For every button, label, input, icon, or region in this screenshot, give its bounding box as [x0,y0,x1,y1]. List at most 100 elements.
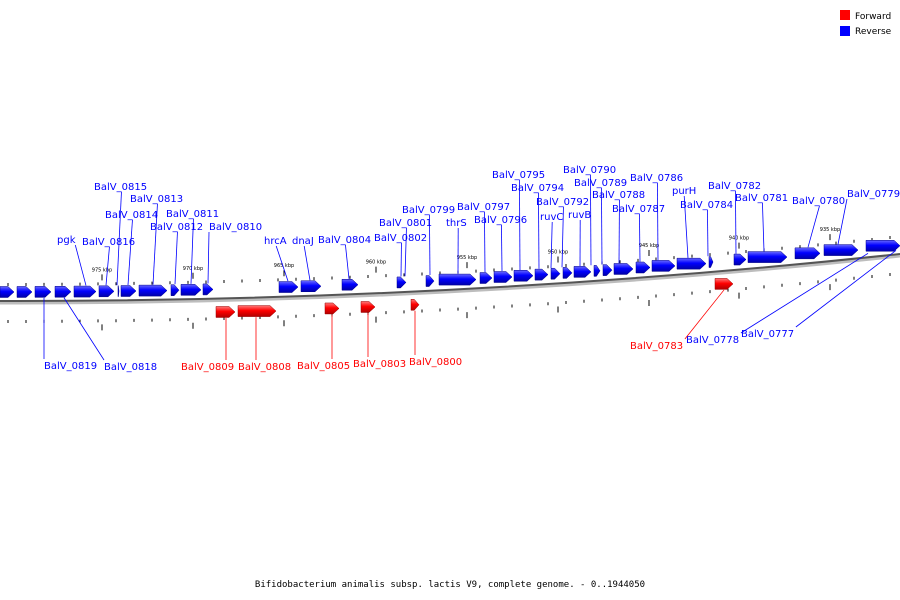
gene-label-ruvb[interactable]: ruvB [568,210,591,221]
reverse-gene-arrow[interactable] [170,284,180,296]
gene-label-balv_0818[interactable]: BalV_0818 [104,362,157,373]
reverse-gene-arrow[interactable] [651,260,676,272]
gene-label-balv_0809[interactable]: BalV_0809 [181,362,234,373]
gene-label-balv_0796[interactable]: BalV_0796 [474,215,527,226]
label-leader-line [837,198,848,245]
reverse-gene-arrow[interactable] [733,253,747,266]
gene-label-balv_0812[interactable]: BalV_0812 [150,222,203,233]
gene-label-balv_0805[interactable]: BalV_0805 [297,361,350,372]
reverse-gene-arrow[interactable] [493,271,513,283]
reverse-gene-arrow[interactable] [602,264,613,276]
label-leader-line [127,219,133,286]
gene-label-balv_0804[interactable]: BalV_0804 [318,235,371,246]
gene-label-balv_0783[interactable]: BalV_0783 [630,341,683,352]
label-leader-line [345,244,350,279]
gene-label-balv_0800[interactable]: BalV_0800 [409,357,462,368]
gene-label-balv_0808[interactable]: BalV_0808 [238,362,291,373]
label-leader-line [303,245,311,281]
reverse-gene-arrow[interactable] [278,281,299,293]
reverse-gene-arrow[interactable] [562,267,573,279]
reverse-gene-arrow[interactable] [0,286,15,298]
gene-label-balv_0811[interactable]: BalV_0811 [166,209,219,220]
gene-label-balv_0803[interactable]: BalV_0803 [353,359,406,370]
reverse-gene-arrow[interactable] [593,265,601,277]
label-leader-line [683,195,689,258]
genome-caption: Bifidobacterium animalis subsp. lactis V… [255,580,645,590]
gene-label-ruvc[interactable]: ruvC [540,212,563,223]
gene-label-balv_0801[interactable]: BalV_0801 [379,218,432,229]
gene-label-balv_0777[interactable]: BalV_0777 [741,329,794,340]
reverse-gene-arrow[interactable] [202,283,214,296]
reverse-gene-arrow[interactable] [341,278,359,291]
gene-label-balv_0813[interactable]: BalV_0813 [130,194,183,205]
reverse-gene-arrow[interactable] [550,267,561,280]
label-leader-line [684,289,725,340]
gene-label-balv_0780[interactable]: BalV_0780 [792,196,845,207]
reverse-gene-arrow[interactable] [300,280,322,293]
tick-layer [7,234,891,331]
reverse-gene-arrow[interactable] [16,286,33,298]
gene-label-balv_0816[interactable]: BalV_0816 [82,237,135,248]
gene-label-balv_0786[interactable]: BalV_0786 [630,173,683,184]
gene-label-balv_0788[interactable]: BalV_0788 [592,190,645,201]
reverse-gene-arrow[interactable] [425,275,435,287]
reverse-gene-arrow[interactable] [54,286,72,298]
reverse-gene-arrow[interactable] [117,285,120,297]
forward-gene-arrow[interactable] [360,301,376,313]
legend-reverse-swatch [840,26,850,36]
reverse-gene-arrow[interactable] [794,247,821,260]
gene-label-balv_0779[interactable]: BalV_0779 [847,189,900,200]
reverse-gene-arrow[interactable] [73,285,97,298]
forward-gene-arrow[interactable] [237,305,277,317]
gene-label-balv_0784[interactable]: BalV_0784 [680,200,733,211]
reverse-gene-arrow[interactable] [534,268,549,281]
forward-gene-arrow[interactable] [324,302,340,315]
reverse-gene-arrow[interactable] [613,263,634,275]
reverse-gene-arrow[interactable] [865,240,900,252]
gene-label-dnaj[interactable]: dnaJ [292,236,314,247]
reverse-gene-arrow[interactable] [98,285,115,298]
gene-label-balv_0787[interactable]: BalV_0787 [612,204,665,215]
gene-label-thrs[interactable]: thrS [446,218,467,229]
reverse-gene-arrow[interactable] [823,244,859,256]
gene-label-purh[interactable]: purH [672,186,696,197]
forward-gene-arrow[interactable] [215,306,236,318]
gene-label-balv_0797[interactable]: BalV_0797 [457,202,510,213]
reverse-gene-arrow[interactable] [438,273,477,286]
gene-label-balv_0782[interactable]: BalV_0782 [708,181,761,192]
gene-label-balv_0814[interactable]: BalV_0814 [105,210,158,221]
gene-label-balv_0790[interactable]: BalV_0790 [563,165,616,176]
gene-label-pgk[interactable]: pgk [57,235,76,246]
reverse-gene-arrow[interactable] [747,251,788,263]
gene-label-balv_0799[interactable]: BalV_0799 [402,205,455,216]
reverse-gene-arrow[interactable] [573,266,592,278]
gene-label-balv_0778[interactable]: BalV_0778 [686,335,739,346]
label-leader-line [538,192,540,269]
gene-label-hrca[interactable]: hrcA [264,236,287,247]
forward-gene-arrow[interactable] [714,278,734,290]
reverse-gene-arrow[interactable] [180,284,202,296]
reverse-gene-arrow[interactable] [396,276,407,289]
reverse-gene-arrow[interactable] [479,272,493,284]
reverse-gene-arrow[interactable] [676,257,707,270]
gene-label-balv_0792[interactable]: BalV_0792 [536,197,589,208]
gene-label-balv_0815[interactable]: BalV_0815 [94,182,147,193]
reverse-gene-arrow[interactable] [138,284,168,297]
reverse-gene-arrow[interactable] [513,270,534,282]
scale-label: 970 kbp [183,266,203,272]
gene-label-balv_0802[interactable]: BalV_0802 [374,233,427,244]
scale-label: 975 kbp [92,267,112,273]
reverse-gene-arrow[interactable] [635,261,651,274]
gene-label-balv_0794[interactable]: BalV_0794 [511,183,564,194]
label-leader-line [740,253,869,334]
reverse-gene-arrow[interactable] [120,285,137,297]
gene-label-balv_0781[interactable]: BalV_0781 [735,193,788,204]
reverse-gene-arrow[interactable] [708,256,714,268]
gene-label-balv_0819[interactable]: BalV_0819 [44,361,97,372]
legend-reverse-label: Reverse [855,27,892,37]
gene-label-balv_0810[interactable]: BalV_0810 [209,222,262,233]
gene-label-balv_0789[interactable]: BalV_0789 [574,178,627,189]
forward-gene-arrow[interactable] [410,299,420,311]
gene-label-balv_0795[interactable]: BalV_0795 [492,170,545,181]
reverse-gene-arrow[interactable] [34,286,52,298]
